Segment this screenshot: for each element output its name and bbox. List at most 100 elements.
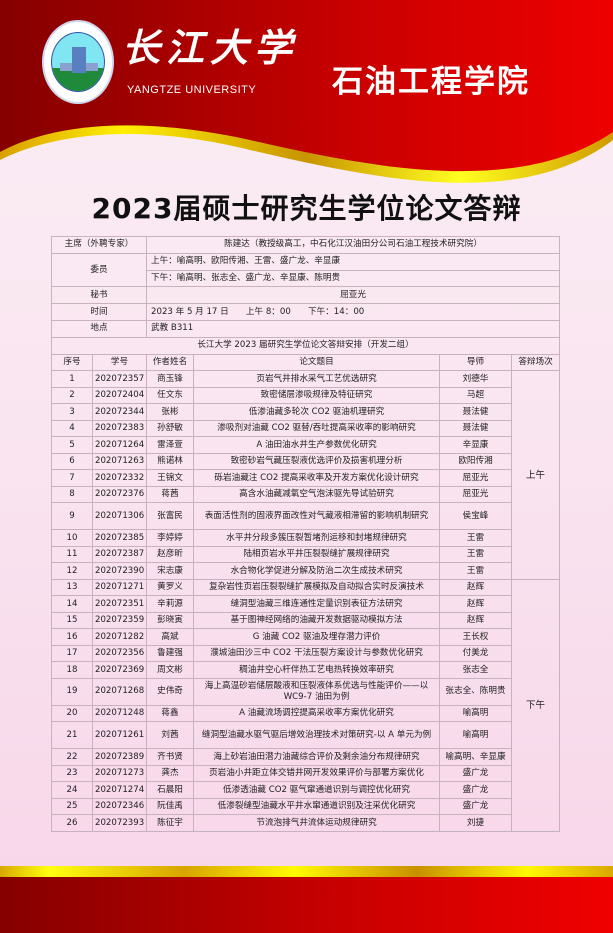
row-index: 24: [51, 781, 93, 799]
student-id: 202071274: [91, 781, 148, 799]
advisor: 喻高明、辛显康: [439, 748, 513, 766]
author-name: 高斌: [146, 628, 195, 646]
advisor: 屈亚光: [439, 485, 513, 504]
university-logo: [42, 20, 114, 104]
table-row: 16 202071282 高斌 G 油藏 CO2 驱油及埋存潜力评价 王长权: [51, 628, 560, 646]
thesis-title: 复杂岩性页岩压裂裂缝扩展模拟及自动拟合实时反演技术: [193, 578, 441, 597]
table-row: 20 202071248 蒋鑫 A 油藏流场调控提高采收率方案优化研究 喻高明: [51, 704, 560, 723]
table-row: 18 202072369 周文彬 稠油井空心杆伴热工艺电热转换效率研究 张志全: [51, 661, 560, 679]
thesis-title: 页岩气井排水采气工艺优选研究: [193, 370, 441, 388]
row-index: 10: [51, 529, 93, 547]
secretary-row: 秘书 屈亚光: [50, 286, 561, 305]
student-id: 202072351: [91, 595, 148, 613]
schedule-title-row: 长江大学 2023 届研究生学位论文答辩安排（开发二组）: [50, 336, 561, 355]
thesis-title: 页岩油小井距立体交错井网开发效果评价与部署方案优化: [193, 764, 441, 783]
place-value: 武教 B311: [146, 319, 561, 338]
row-index: 22: [51, 748, 93, 766]
secretary-value: 屈亚光: [146, 286, 561, 305]
row-index: 16: [51, 628, 93, 646]
row-index: 2: [51, 386, 93, 405]
advisor: 盛广龙: [439, 781, 513, 799]
table-row: 6 202071263 熊诺林 致密砂岩气藏压裂液优选评价及损害机理分析 欧阳传湘: [51, 452, 560, 471]
row-index: 25: [51, 797, 93, 816]
student-id: 202072387: [91, 545, 148, 564]
thesis-title: 节流泡排气井流体运动规律研究: [193, 814, 441, 832]
thesis-title: 低渗裂缝型油藏水平井水窜通道识别及注采优化研究: [193, 797, 441, 816]
student-id: 202072344: [91, 403, 148, 421]
thesis-title: 高含水油藏减氧空气泡沫驱先导试验研究: [193, 485, 441, 504]
thesis-title: 水合物化学促进分解及防治二次生成技术研究: [193, 562, 441, 580]
table-row: 7 202072332 王锦文 砾岩油藏注 CO2 提高采收率及开发方案优化设计研究屈…: [51, 469, 560, 487]
col-header-advisor: 导师: [439, 353, 513, 372]
thesis-title: 表面活性剂的固液界面改性对气藏液相滞留的影响机制研究: [193, 502, 441, 531]
row-index: 5: [51, 436, 93, 454]
thesis-title: 陆相页岩水平井压裂裂缝扩展规律研究: [193, 545, 441, 564]
author-name: 张彬: [146, 403, 195, 421]
place-row: 地点 武教 B311: [50, 319, 561, 338]
author-name: 王锦文: [146, 469, 195, 487]
author-name: 陈征宇: [146, 814, 195, 832]
thesis-title: 低渗透油藏 CO2 驱气窜通道识别与调控优化研究: [193, 781, 441, 799]
row-index: 12: [51, 562, 93, 580]
student-id: 202071282: [91, 628, 148, 646]
student-id: 202071306: [91, 502, 148, 531]
footer-banner: [0, 866, 613, 933]
student-id: 202072346: [91, 797, 148, 816]
thesis-title: 致密砂岩气藏压裂液优选评价及损害机理分析: [193, 452, 441, 471]
author-name: 熊诺林: [146, 452, 195, 471]
col-header-id: 学号: [91, 353, 148, 372]
row-index: 4: [51, 419, 93, 438]
student-id: 202072356: [91, 644, 148, 663]
members-row: 委员 上午：喻高明、欧阳传湘、王雷、盛广龙、辛显康: [50, 252, 561, 288]
advisor: 张志全: [439, 661, 513, 679]
university-name-en: YANGTZE UNIVERSITY: [127, 84, 257, 96]
advisor: 侯宝峰: [439, 502, 513, 531]
student-id: 202072359: [91, 611, 148, 630]
advisor: 盛广龙: [439, 764, 513, 783]
row-index: 17: [51, 644, 93, 663]
student-id: 202071261: [91, 721, 148, 750]
table-row: 21 202071261 刘茜 缝洞型油藏水驱气驱后增效治理技术对策研究-以 A 单元…: [51, 721, 560, 750]
table-row: 3 202072344 张彬 低渗油藏多轮次 CO2 驱油机理研究 聂法健: [51, 403, 560, 421]
student-id: 202072376: [91, 485, 148, 504]
advisor: 王雷: [439, 529, 513, 547]
col-header-session: 答辩场次: [511, 353, 561, 372]
student-id: 202071268: [91, 677, 148, 706]
table-row: 11 202072387 赵彦昕 陆相页岩水平井压裂裂缝扩展规律研究 王雷: [51, 545, 560, 564]
author-name: 鲁建强: [146, 644, 195, 663]
student-id: 202072332: [91, 469, 148, 487]
defense-schedule-table: 主席（外聘专家） 陈建达（教授级高工，中石化江汉油田分公司石油工程技术研究院） 委…: [50, 236, 561, 832]
thesis-title: 砾岩油藏注 CO2 提高采收率及开发方案优化设计研究: [193, 469, 441, 487]
row-index: 11: [51, 545, 93, 564]
author-name: 周文彬: [146, 661, 195, 679]
table-row: 12 202072390 宋志康 水合物化学促进分解及防治二次生成技术研究 王雷: [51, 562, 560, 580]
advisor: 辛显康: [439, 436, 513, 454]
author-name: 商玉锋: [146, 370, 195, 388]
row-index: 23: [51, 764, 93, 783]
secretary-label: 秘书: [50, 286, 148, 305]
student-id: 202072383: [91, 419, 148, 438]
student-id: 202071271: [91, 578, 148, 597]
advisor: 赵辉: [439, 611, 513, 630]
student-id: 202072393: [91, 814, 148, 832]
table-row: 22 202072389 齐书贤 海上砂岩油田潜力油藏综合评价及剩余油分布规律研究 喻高…: [51, 748, 560, 766]
col-header-author: 作者姓名: [146, 353, 195, 372]
row-index: 26: [51, 814, 93, 832]
author-name: 蒋鑫: [146, 704, 195, 723]
college-name: 石油工程学院: [332, 64, 530, 100]
time-value: 2023 年 5 月 17 日 上午 8：00 下午：14：00: [146, 303, 561, 321]
row-index: 18: [51, 661, 93, 679]
author-name: 史伟奇: [146, 677, 195, 706]
student-id: 202072390: [91, 562, 148, 580]
student-id: 202071273: [91, 764, 148, 783]
advisor: 欧阳传湘: [439, 452, 513, 471]
author-name: 张富民: [146, 502, 195, 531]
author-name: 齐书贤: [146, 748, 195, 766]
advisor: 王雷: [439, 545, 513, 564]
table-row: 9 202071306 张富民 表面活性剂的固液界面改性对气藏液相滞留的影响机制研究侯…: [51, 502, 560, 531]
table-row: 14 202072351 辛莉源 缝洞型油藏三维连通性定量识别表征方法研究 赵辉: [51, 595, 560, 613]
session-am: 上午: [511, 370, 561, 580]
advisor: 盛广龙: [439, 797, 513, 816]
advisor: 屈亚光: [439, 469, 513, 487]
table-row: 15 202072359 彭晓寅 基于图神经网络的油藏开发数据驱动模拟方法 赵辉: [51, 611, 560, 630]
